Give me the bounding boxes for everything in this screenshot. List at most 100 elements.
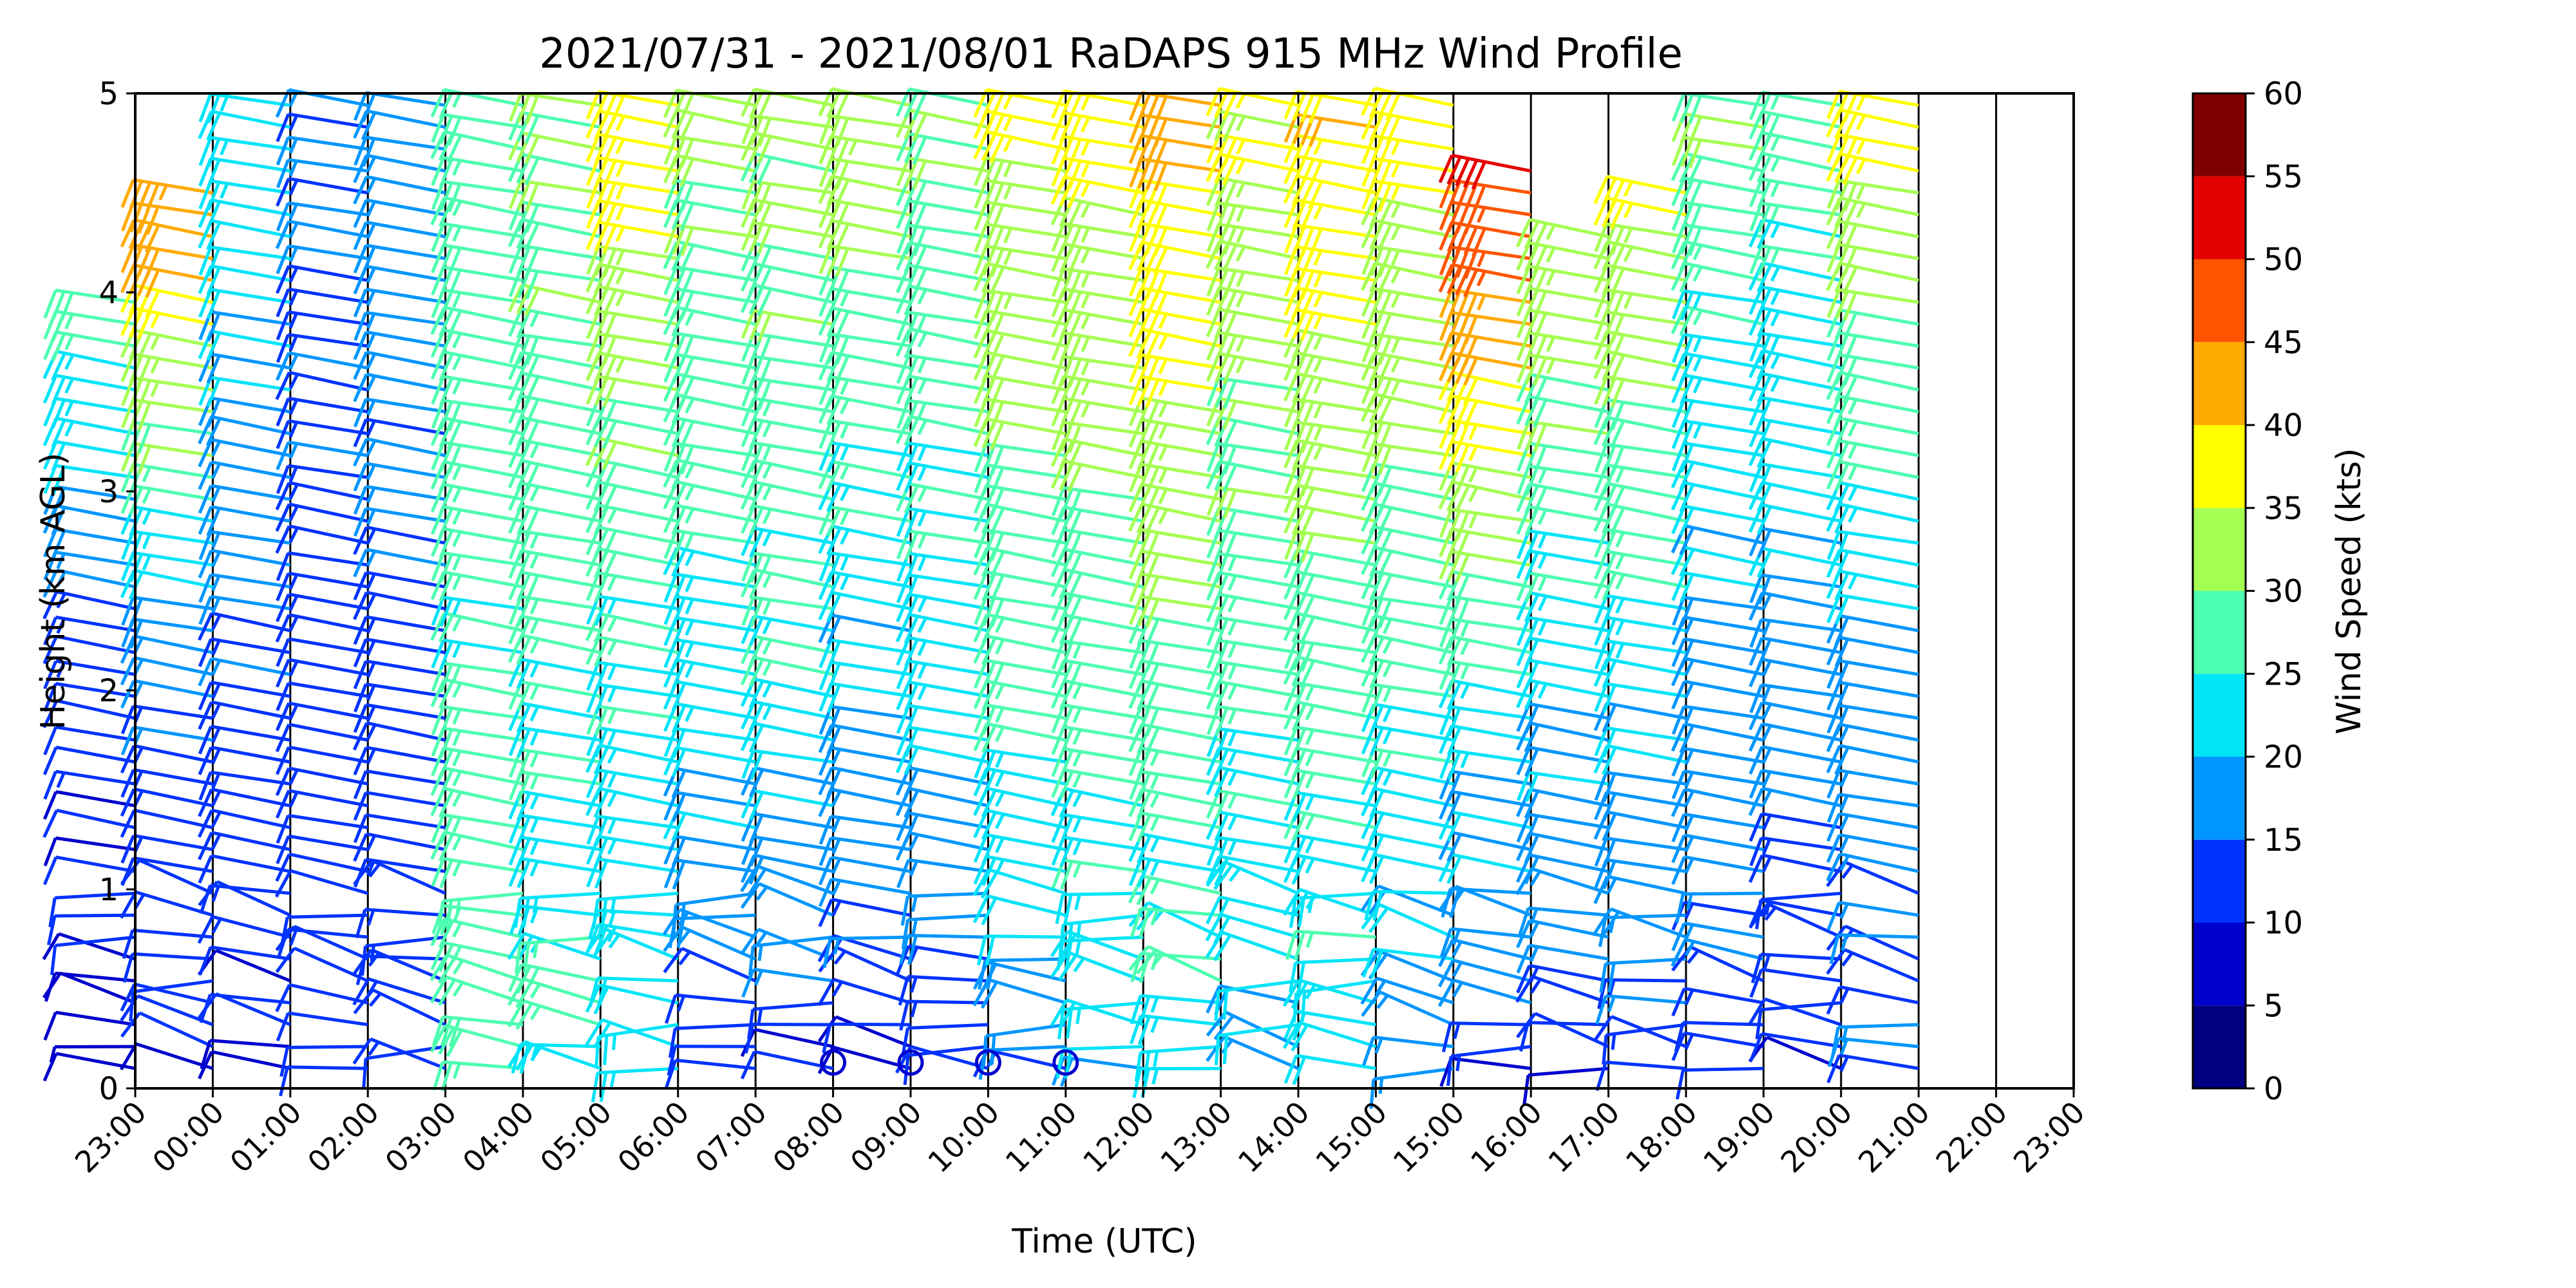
wind-barb-half-feather	[831, 981, 843, 997]
wind-barb-shaft	[443, 113, 524, 129]
colorbar-tick-label: 10	[2264, 905, 2303, 942]
wind-barb-half-feather	[1390, 292, 1401, 308]
wind-barb-shaft	[676, 810, 756, 829]
wind-barb-half-feather	[762, 704, 772, 721]
wind-barb-feather	[524, 508, 540, 537]
wind-barb-feather	[275, 790, 290, 819]
wind-barb-half-feather	[1468, 466, 1478, 483]
wind-barb-shaft	[1296, 549, 1376, 567]
wind-barb-shaft	[753, 853, 834, 873]
wind-barb-shaft	[986, 833, 1066, 851]
wind-barb-feather	[1826, 90, 1841, 120]
wind-barb-shaft	[1606, 682, 1687, 698]
wind-barb-feather	[353, 526, 368, 555]
wind-barb-shaft	[1605, 978, 1687, 983]
wind-barb-feather	[276, 682, 290, 712]
wind-barb-feather	[1292, 793, 1307, 822]
wind-barb-shaft	[1219, 153, 1299, 173]
wind-barb-feather	[1756, 264, 1772, 293]
wind-barb-half-feather	[685, 550, 695, 567]
wind-barb-shaft	[676, 442, 756, 457]
wind-barb-half-feather	[1770, 335, 1780, 352]
wind-barb-shaft	[758, 882, 834, 917]
x-tick-label: 14:00	[1231, 1095, 1316, 1180]
wind-barb-half-feather	[452, 708, 462, 725]
wind-barb-shaft	[753, 634, 834, 654]
wind-barb-shaft	[289, 220, 368, 238]
wind-barb-feather	[1757, 529, 1772, 558]
wind-barb-feather	[1291, 1024, 1309, 1052]
wind-barb-shaft	[55, 725, 136, 742]
wind-barb-half-feather	[366, 200, 376, 217]
wind-barb-shaft	[1218, 571, 1299, 589]
wind-barb-feather	[1524, 639, 1539, 668]
wind-barb-half-feather	[994, 638, 1005, 655]
wind-barb-feather	[1215, 618, 1229, 647]
wind-barb-shaft	[1761, 591, 1842, 611]
wind-barb-half-feather	[1236, 206, 1245, 222]
wind-barb-feather	[353, 791, 368, 821]
wind-barb-feather	[904, 728, 919, 757]
wind-barb-half-feather	[1848, 421, 1858, 437]
wind-barb-half-feather	[607, 818, 617, 835]
wind-barb-shaft	[1141, 639, 1221, 654]
wind-barb-feather	[353, 770, 368, 799]
wind-barb-feather	[524, 574, 540, 603]
wind-barb-feather	[585, 91, 600, 120]
wind-barb-shaft	[520, 594, 601, 611]
wind-barb-feather	[430, 1025, 447, 1053]
wind-barb-half-feather	[1305, 858, 1315, 874]
wind-barb-feather	[1447, 290, 1461, 320]
wind-barb-shaft	[1529, 853, 1609, 873]
wind-barb-feather	[1300, 442, 1315, 472]
wind-barb-half-feather	[917, 465, 927, 482]
wind-barb-shaft	[1529, 591, 1609, 611]
wind-barb-feather	[1609, 486, 1625, 515]
wind-barb-shaft	[1839, 417, 1919, 435]
wind-barb-half-feather	[1227, 839, 1237, 856]
wind-barb-shaft	[598, 768, 679, 786]
wind-barb-shaft	[521, 218, 601, 238]
wind-barb-half-feather	[56, 592, 66, 609]
wind-barb-feather	[516, 573, 531, 602]
wind-barb-half-feather	[1227, 596, 1237, 613]
wind-barb-feather	[594, 771, 609, 800]
wind-barb-shaft	[1528, 1021, 1609, 1027]
wind-barb-half-feather	[831, 790, 842, 806]
wind-barb-feather	[989, 266, 1005, 295]
wind-barb-shaft	[1296, 1009, 1376, 1027]
wind-barb-shaft	[133, 328, 213, 348]
wind-barb-half-feather	[142, 554, 151, 571]
wind-barb-feather	[43, 289, 57, 319]
wind-barb-shaft	[753, 114, 833, 129]
wind-barb-feather	[749, 814, 764, 844]
wind-barb-feather	[1051, 223, 1066, 252]
wind-barb-half-feather	[1546, 270, 1556, 286]
wind-barb-shaft	[1451, 748, 1531, 764]
x-tick-label: 10:00	[921, 1095, 1006, 1180]
colorbar-tick-label: 55	[2264, 159, 2303, 195]
wind-barb-feather	[1292, 225, 1306, 255]
wind-barb-shaft	[676, 416, 756, 435]
wind-barb-half-feather	[56, 553, 66, 569]
wind-barb-half-feather	[1374, 980, 1387, 996]
wind-barb-feather	[1515, 219, 1531, 248]
wind-barb-half-feather	[366, 464, 376, 480]
wind-barb-shaft	[831, 746, 911, 764]
wind-barb-shaft	[1451, 595, 1531, 611]
wind-barb-half-feather	[1615, 531, 1625, 548]
wind-barb-feather	[508, 93, 523, 122]
wind-barb-shaft	[132, 928, 213, 939]
wind-barb-feather	[602, 93, 617, 123]
wind-barb-shaft	[1374, 853, 1454, 873]
wind-barb-shaft	[1141, 572, 1221, 589]
wind-barb-feather	[749, 617, 764, 646]
wind-barb-shaft	[1606, 288, 1687, 304]
wind-barb-shaft	[598, 199, 679, 216]
wind-barb-shaft	[1218, 397, 1299, 413]
wind-barb-feather	[1292, 1056, 1307, 1085]
wind-barb-half-feather	[1624, 293, 1633, 309]
wind-barb-shaft	[1839, 548, 1919, 567]
wind-barb-shaft	[988, 978, 1066, 1005]
wind-barb-feather	[1222, 180, 1238, 209]
